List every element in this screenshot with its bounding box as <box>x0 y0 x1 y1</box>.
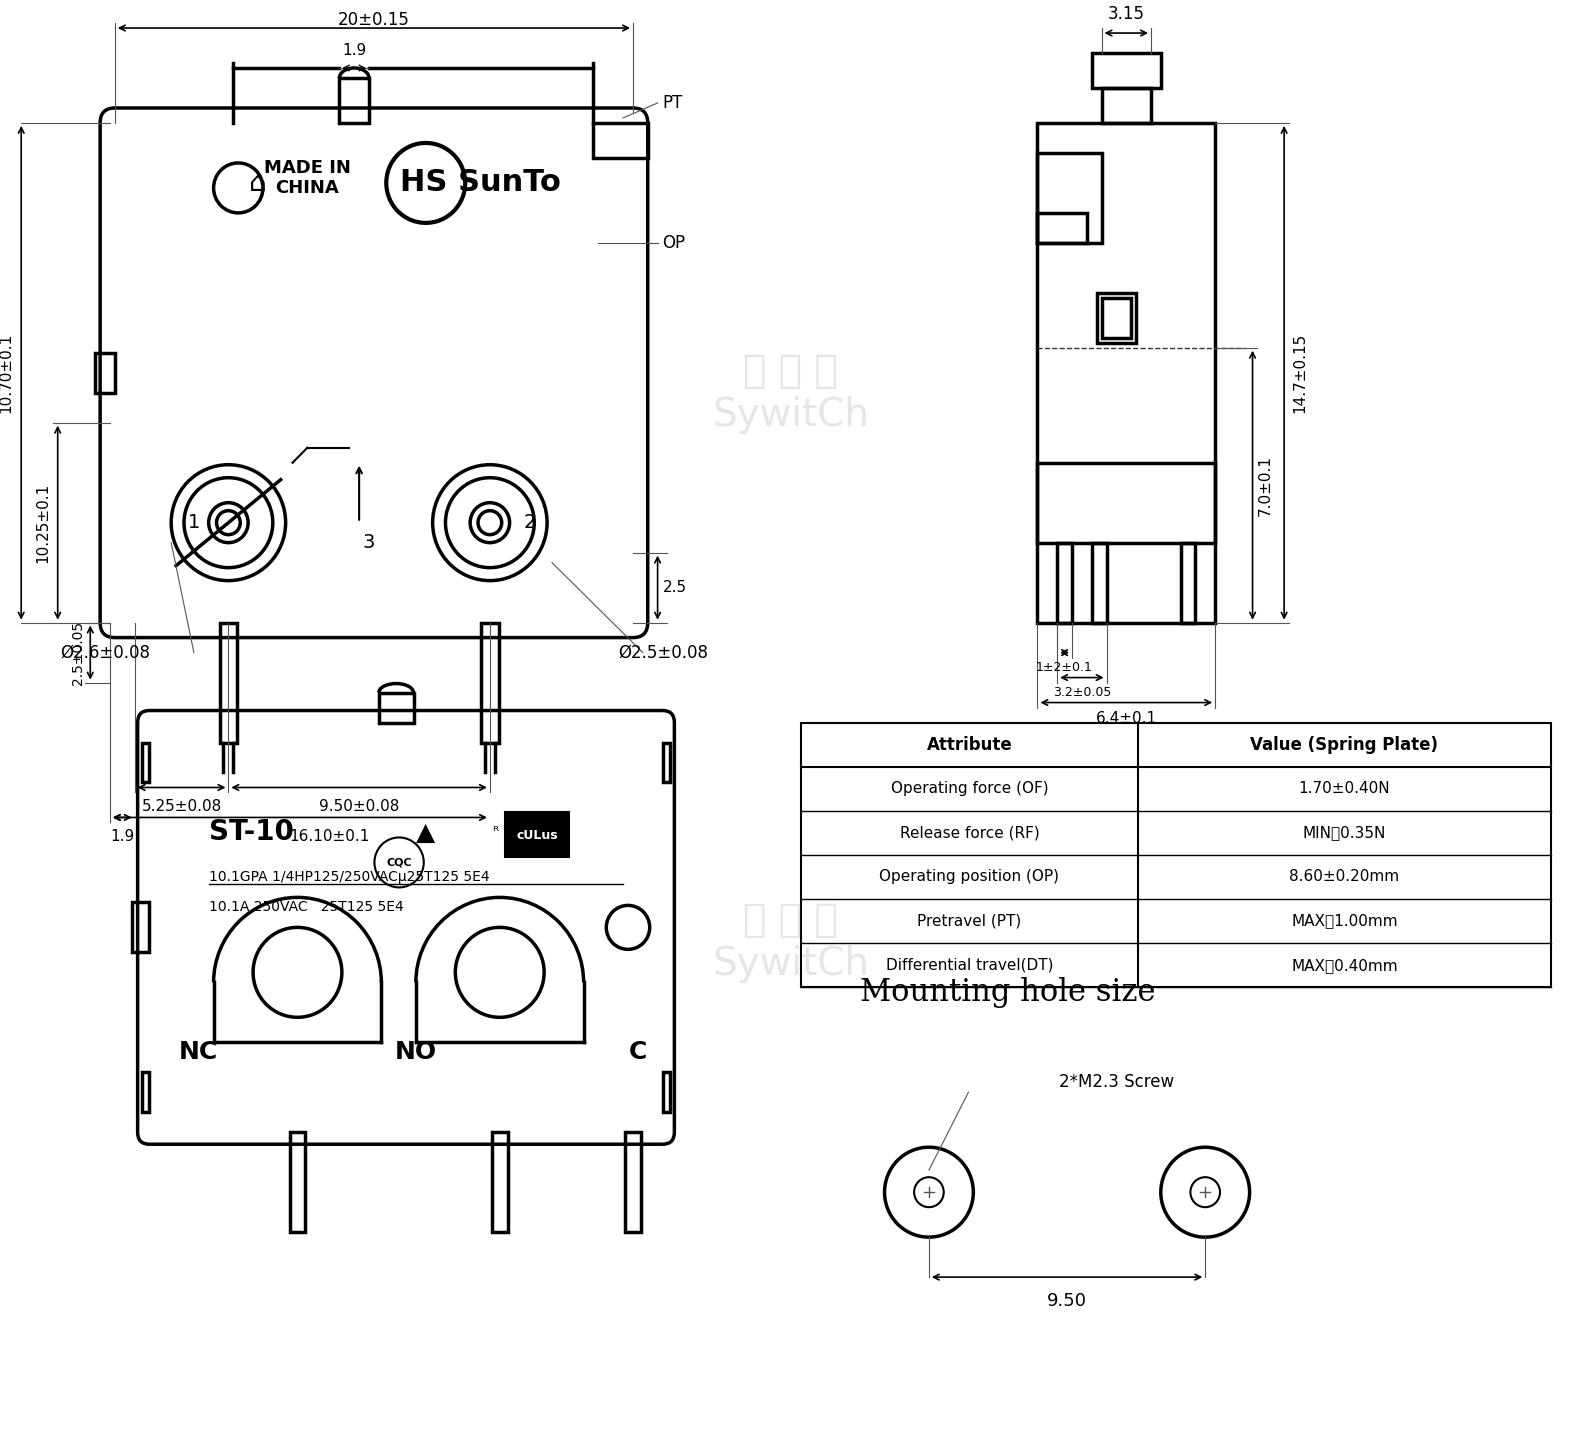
Text: MIN：0.35N: MIN：0.35N <box>1302 825 1386 841</box>
Text: 5.25±0.08: 5.25±0.08 <box>142 799 221 815</box>
Text: Mounting hole size: Mounting hole size <box>860 976 1156 1008</box>
Text: 1.9: 1.9 <box>111 829 135 845</box>
Bar <box>663 743 671 783</box>
Text: Differential travel(DT): Differential travel(DT) <box>886 957 1053 973</box>
Bar <box>95 353 114 392</box>
Bar <box>1102 298 1130 337</box>
Text: 司 威 驰
SywitCh: 司 威 驰 SywitCh <box>712 352 870 434</box>
Bar <box>593 123 647 159</box>
Text: 16.10±0.1: 16.10±0.1 <box>289 829 370 845</box>
Text: NC: NC <box>180 1040 218 1064</box>
Text: Release force (RF): Release force (RF) <box>900 825 1040 841</box>
Bar <box>289 1132 305 1231</box>
Text: Ø2.5±0.08: Ø2.5±0.08 <box>619 643 708 662</box>
Bar <box>801 722 1550 988</box>
Text: ᴿ: ᴿ <box>491 825 498 839</box>
Bar <box>1037 213 1088 242</box>
Text: 3.2±0.05: 3.2±0.05 <box>1053 685 1111 698</box>
Bar <box>219 623 237 743</box>
Text: OP: OP <box>663 234 685 252</box>
Bar <box>1092 542 1107 623</box>
Text: 2.5±0.05: 2.5±0.05 <box>72 620 86 685</box>
Bar <box>482 623 499 743</box>
Text: 2.5: 2.5 <box>663 580 687 596</box>
Text: ST-10: ST-10 <box>208 819 294 846</box>
Text: 10.70±0.1: 10.70±0.1 <box>0 333 13 412</box>
Bar <box>1037 463 1215 542</box>
Text: 7.0±0.1: 7.0±0.1 <box>1258 454 1272 516</box>
Text: Value (Spring Plate): Value (Spring Plate) <box>1250 735 1439 754</box>
Bar <box>142 1073 149 1112</box>
Text: 10.1GPA 1/4HP125/250VACμ25T125 5E4: 10.1GPA 1/4HP125/250VACμ25T125 5E4 <box>208 871 490 884</box>
Text: 3.15: 3.15 <box>1108 4 1145 23</box>
Bar <box>1092 53 1161 88</box>
Bar <box>1102 88 1151 123</box>
Text: 1.9: 1.9 <box>342 43 366 58</box>
Text: Operating force (OF): Operating force (OF) <box>890 782 1048 796</box>
Bar <box>491 1132 507 1231</box>
Text: 10.1A 250VAC   25T125 5E4: 10.1A 250VAC 25T125 5E4 <box>208 900 404 914</box>
Bar <box>1180 542 1196 623</box>
Text: 14.7±0.15: 14.7±0.15 <box>1293 333 1307 412</box>
Text: Operating position (OP): Operating position (OP) <box>879 870 1059 884</box>
Text: 20±0.15: 20±0.15 <box>339 12 410 29</box>
Bar <box>132 903 149 952</box>
FancyBboxPatch shape <box>504 812 569 858</box>
Text: 1±2±0.1: 1±2±0.1 <box>1035 660 1092 673</box>
Text: 3: 3 <box>363 534 375 552</box>
Text: PT: PT <box>663 94 684 112</box>
Text: Pretravel (PT): Pretravel (PT) <box>917 914 1021 929</box>
Text: 2: 2 <box>523 513 536 532</box>
Bar <box>142 743 149 783</box>
Text: 9.50: 9.50 <box>1048 1292 1088 1311</box>
Text: Ø2.6±0.08: Ø2.6±0.08 <box>60 643 151 662</box>
Text: cULus: cULus <box>517 829 558 842</box>
Text: HS SunTo: HS SunTo <box>399 169 560 198</box>
Bar <box>625 1132 641 1231</box>
Text: 司 威 驰
SywitCh: 司 威 驰 SywitCh <box>712 901 870 983</box>
Text: MAX：0.40mm: MAX：0.40mm <box>1291 957 1398 973</box>
Text: NO: NO <box>394 1040 437 1064</box>
Text: Attribute: Attribute <box>927 735 1013 754</box>
Text: 2*M2.3 Screw: 2*M2.3 Screw <box>1059 1073 1173 1092</box>
Text: 10.25±0.1: 10.25±0.1 <box>35 483 49 562</box>
Text: 6.4±0.1: 6.4±0.1 <box>1096 711 1158 725</box>
Bar <box>1057 542 1072 623</box>
Text: 9.50±0.08: 9.50±0.08 <box>320 799 399 815</box>
Bar <box>1037 153 1102 242</box>
Text: 1.70±0.40N: 1.70±0.40N <box>1299 782 1390 796</box>
Text: 8.60±0.20mm: 8.60±0.20mm <box>1289 870 1399 884</box>
Bar <box>339 78 369 123</box>
Text: 1: 1 <box>188 513 200 532</box>
Text: ▲: ▲ <box>417 820 436 845</box>
Text: MADE IN
CHINA: MADE IN CHINA <box>264 159 351 198</box>
Text: MAX：1.00mm: MAX：1.00mm <box>1291 914 1398 929</box>
Bar <box>663 1073 671 1112</box>
Text: C: C <box>628 1040 647 1064</box>
Bar <box>1097 293 1137 343</box>
Bar <box>380 692 413 722</box>
Text: CQC: CQC <box>386 858 412 868</box>
Bar <box>1037 123 1215 623</box>
Text: ⌂: ⌂ <box>250 169 267 198</box>
